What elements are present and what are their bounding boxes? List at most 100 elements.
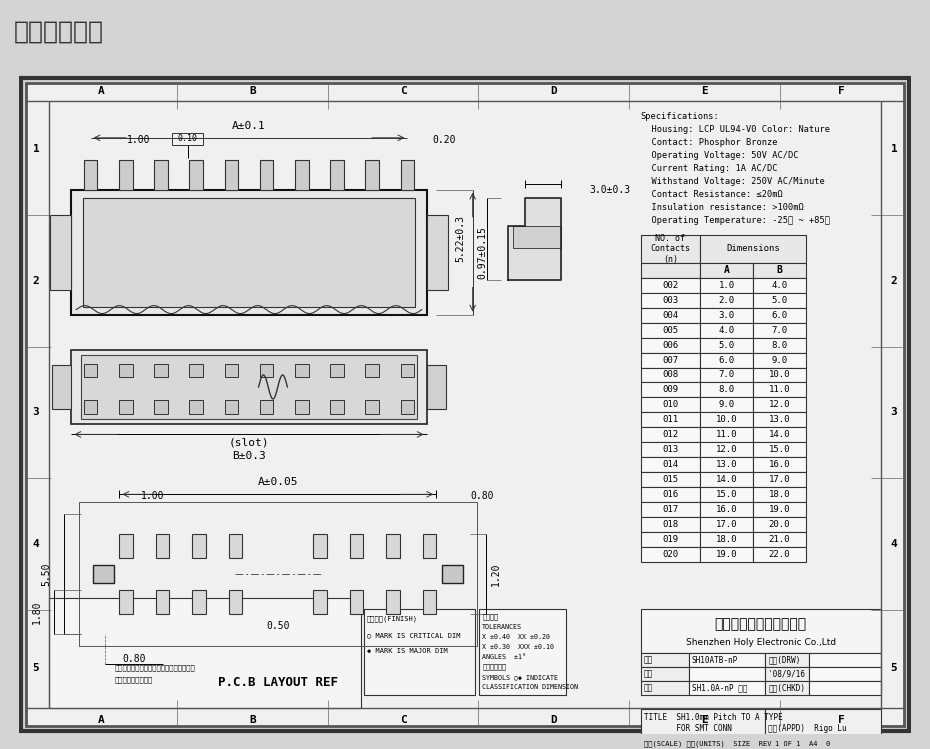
Bar — [641, 383, 700, 398]
Text: ◆ MARK IS MAJOR DIM: ◆ MARK IS MAJOR DIM — [367, 648, 448, 654]
Text: C: C — [400, 86, 406, 96]
Text: 2: 2 — [891, 276, 897, 285]
Text: TOLERANCES: TOLERANCES — [483, 624, 523, 630]
Bar — [641, 353, 700, 368]
Bar — [313, 534, 326, 558]
Text: 10.0: 10.0 — [716, 416, 737, 425]
Bar — [641, 428, 700, 443]
Bar — [427, 365, 445, 410]
Text: Current Rating: 1A AC/DC: Current Rating: 1A AC/DC — [641, 164, 777, 173]
Text: 011: 011 — [662, 416, 679, 425]
Bar — [295, 160, 309, 189]
Bar — [84, 363, 98, 377]
Bar — [423, 534, 436, 558]
Text: 1.20: 1.20 — [491, 562, 501, 586]
Bar — [92, 565, 113, 583]
Bar — [765, 709, 881, 737]
Bar — [641, 488, 700, 503]
Bar — [753, 398, 805, 413]
Text: 1.00: 1.00 — [126, 135, 151, 145]
Text: B: B — [777, 265, 782, 275]
Bar — [641, 653, 689, 667]
Text: 009: 009 — [662, 386, 679, 395]
Bar — [700, 458, 753, 473]
Text: 016: 016 — [662, 491, 679, 500]
Bar — [225, 401, 238, 414]
Text: 015: 015 — [662, 476, 679, 485]
Bar — [700, 308, 753, 323]
Text: 0.20: 0.20 — [432, 135, 456, 145]
Text: 11.0: 11.0 — [769, 386, 790, 395]
Bar — [753, 428, 805, 443]
Text: 1: 1 — [33, 144, 39, 154]
Text: 1: 1 — [891, 144, 897, 154]
Text: 授权不得转抷和使用: 授权不得转抷和使用 — [114, 677, 153, 683]
Text: 3.0±0.3: 3.0±0.3 — [590, 185, 631, 195]
Bar — [700, 518, 753, 533]
Bar — [259, 401, 273, 414]
Bar — [52, 365, 72, 410]
Text: A±0.1: A±0.1 — [232, 121, 266, 131]
Bar — [401, 160, 414, 189]
Text: D: D — [551, 86, 557, 96]
Text: 006: 006 — [662, 341, 679, 350]
Text: 22.0: 22.0 — [769, 551, 790, 560]
Bar — [81, 354, 417, 419]
Bar — [225, 160, 238, 189]
Bar — [641, 413, 700, 428]
Bar — [295, 363, 309, 377]
Text: 3: 3 — [33, 407, 39, 417]
Bar — [641, 609, 881, 653]
Bar — [365, 160, 379, 189]
Bar — [79, 503, 476, 646]
Bar — [700, 338, 753, 353]
Bar — [700, 488, 753, 503]
Text: 007: 007 — [662, 356, 679, 365]
Text: SYMBOLS ○◆ INDICATE: SYMBOLS ○◆ INDICATE — [483, 674, 558, 680]
Bar — [689, 653, 765, 667]
Bar — [689, 667, 765, 681]
Text: 020: 020 — [662, 551, 679, 560]
Bar — [641, 323, 700, 338]
Text: E: E — [701, 86, 708, 96]
Text: 2.0: 2.0 — [719, 296, 735, 305]
Text: 4.0: 4.0 — [719, 326, 735, 335]
Text: 9.0: 9.0 — [771, 356, 788, 365]
Text: 012: 012 — [662, 431, 679, 440]
Bar — [84, 401, 98, 414]
Bar — [753, 503, 805, 518]
Bar — [753, 443, 805, 458]
Text: 4.0: 4.0 — [771, 281, 788, 290]
Bar — [84, 160, 98, 189]
Text: 14.0: 14.0 — [769, 431, 790, 440]
Text: 16.0: 16.0 — [769, 461, 790, 470]
Text: ANGLES  ±1°: ANGLES ±1° — [483, 654, 526, 660]
Bar — [700, 473, 753, 488]
Bar — [365, 401, 379, 414]
Text: 19.0: 19.0 — [716, 551, 737, 560]
Text: 019: 019 — [662, 536, 679, 545]
Bar — [753, 368, 805, 383]
Bar — [423, 590, 436, 614]
Text: 6.0: 6.0 — [771, 311, 788, 320]
Bar — [753, 533, 805, 548]
Text: Specifications:: Specifications: — [641, 112, 720, 121]
Bar — [700, 443, 753, 458]
Bar — [700, 234, 805, 263]
Text: 014: 014 — [662, 461, 679, 470]
Bar — [809, 667, 881, 681]
Bar — [641, 503, 700, 518]
Bar — [641, 368, 700, 383]
Text: B: B — [249, 86, 256, 96]
Text: 017: 017 — [662, 506, 679, 515]
Bar — [427, 215, 447, 290]
Text: 4: 4 — [891, 539, 897, 549]
Text: 7.0: 7.0 — [771, 326, 788, 335]
Bar — [753, 353, 805, 368]
Bar — [190, 401, 203, 414]
Text: 5: 5 — [33, 663, 39, 673]
Bar — [154, 160, 167, 189]
Text: 2: 2 — [33, 276, 39, 285]
Bar — [641, 681, 689, 695]
Bar — [641, 458, 700, 473]
